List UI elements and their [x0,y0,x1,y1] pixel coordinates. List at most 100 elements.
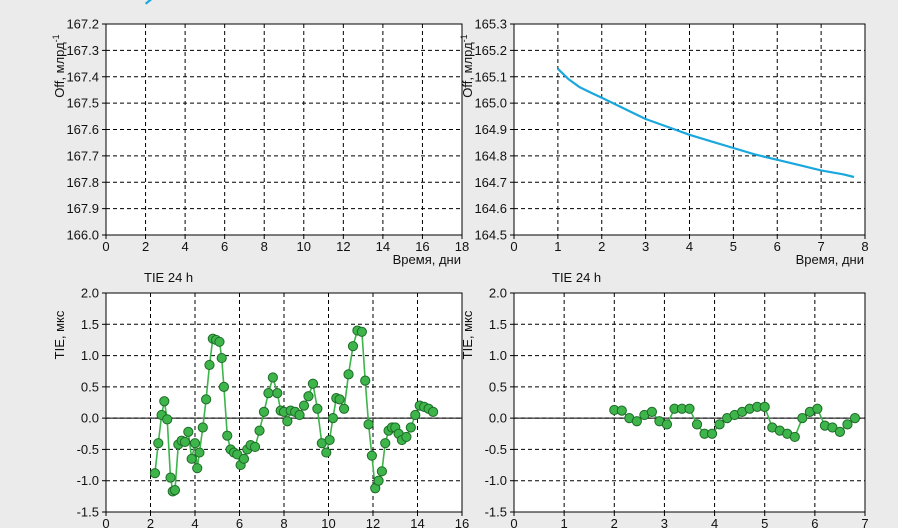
y-tick-label: 167.3 [66,43,99,58]
data-point [834,426,846,438]
data-point [201,394,212,405]
x-tick-label: 16 [415,239,429,254]
x-tick-label: 0 [102,516,109,528]
data-point [189,438,201,449]
series-line [557,68,855,179]
y-axis-label-text: Off, млрд [52,42,67,98]
data-point [307,378,319,389]
data-point [162,414,173,425]
y-tick-label: 165.0 [474,96,507,111]
data-point [631,416,642,427]
x-tick-label: 6 [811,516,818,528]
y-tick-label: -0.5 [485,442,507,457]
x-tick-label: 14 [410,516,424,528]
data-point [204,359,215,371]
y-tick-label: 167.7 [66,148,99,163]
data-point [646,406,657,417]
x-tick-label: 2 [147,516,154,528]
data-point [321,447,332,458]
data-point [616,405,627,416]
chart-4: 2.01.51.00.50.0-0.5-1.0-1.501234567A, дн… [460,270,869,528]
y-axis-label-superscript: -1 [459,34,469,42]
y-tick-label: 164.5 [474,228,507,243]
y-axis-label-superscript: -1 [51,34,61,42]
x-tick-label: 10 [321,516,335,528]
y-tick-label: 167.5 [66,96,99,111]
x-tick-label: 4 [686,239,693,254]
data-point [267,372,278,383]
x-tick-label: 8 [280,516,287,528]
x-tick-label: 6 [221,239,228,254]
data-point [380,438,391,449]
y-tick-label: 0.0 [81,411,99,426]
data-point [216,352,227,364]
y-tick-label: -1.5 [77,505,99,520]
data-point [363,419,374,430]
data-point [324,434,335,446]
plot-area [514,293,865,512]
y-tick-label: 167.6 [66,122,99,137]
x-tick-label: 7 [818,239,825,254]
data-point [401,431,412,443]
data-point [197,422,208,433]
y-tick-label: 167.4 [66,69,99,84]
y-tick-label: 167.2 [66,17,99,32]
data-point [238,453,250,464]
chart-title: TIE 24 h [144,270,193,285]
x-tick-label: 8 [861,239,868,254]
data-point [827,422,838,433]
y-tick-label: 0.0 [489,411,507,426]
data-point [334,394,345,405]
x-axis-label: Время, дни [796,252,864,267]
y-axis-label: Off, млрд-1 [459,34,475,97]
y-axis-label: Off, млрд-1 [51,34,67,97]
x-tick-label: 14 [376,239,390,254]
y-tick-label: 164.8 [474,148,507,163]
data-point [789,431,800,443]
data-point [797,413,808,424]
y-tick-label: 1.0 [81,348,99,363]
data-point [294,409,305,421]
data-point [427,406,439,417]
data-point [410,409,421,421]
y-tick-label: 0.5 [489,379,507,394]
x-tick-label: 5 [761,516,768,528]
y-tick-label: -0.5 [77,442,99,457]
x-tick-label: 12 [336,239,350,254]
chart-1: 167.2 167.3 167.4 167.5 167.6 167.7 167.8 167.9… [51,0,469,267]
series-line [144,0,153,5]
x-tick-label: 5 [730,239,737,254]
x-tick-label: 3 [661,516,668,528]
x-tick-label: 2 [142,239,149,254]
data-point [356,326,367,337]
data-point [661,419,673,430]
x-tick-label: 0 [102,239,109,254]
x-tick-label: 2 [611,516,618,528]
data-point [312,403,323,414]
y-tick-label: 2.0 [81,286,99,301]
data-point [249,441,261,453]
data-point [405,422,416,433]
y-tick-label: 1.5 [81,317,99,332]
y-tick-label: 164.9 [474,122,507,137]
chart-2: 165.3 165.2 165.1 165.0 164.9 164.8 164.7 164.6… [459,17,869,268]
data-point [376,466,387,477]
y-tick-label: 2.0 [489,286,507,301]
y-tick-label: 164.6 [474,201,507,216]
y-tick-label: 165.2 [474,43,507,58]
data-point [159,396,170,407]
x-tick-label: 8 [261,239,268,254]
x-tick-label: 4 [711,516,718,528]
data-point [691,419,703,430]
y-tick-label: -1.5 [485,505,507,520]
y-tick-label: 0.5 [81,379,99,394]
x-tick-label: 2 [598,239,605,254]
data-point [812,403,823,414]
y-tick-label: 165.1 [474,69,507,84]
x-tick-label: 6 [236,516,243,528]
data-point [179,436,191,448]
x-tick-label: 12 [366,516,380,528]
y-tick-label: -1.0 [485,473,507,488]
data-point [214,336,225,347]
